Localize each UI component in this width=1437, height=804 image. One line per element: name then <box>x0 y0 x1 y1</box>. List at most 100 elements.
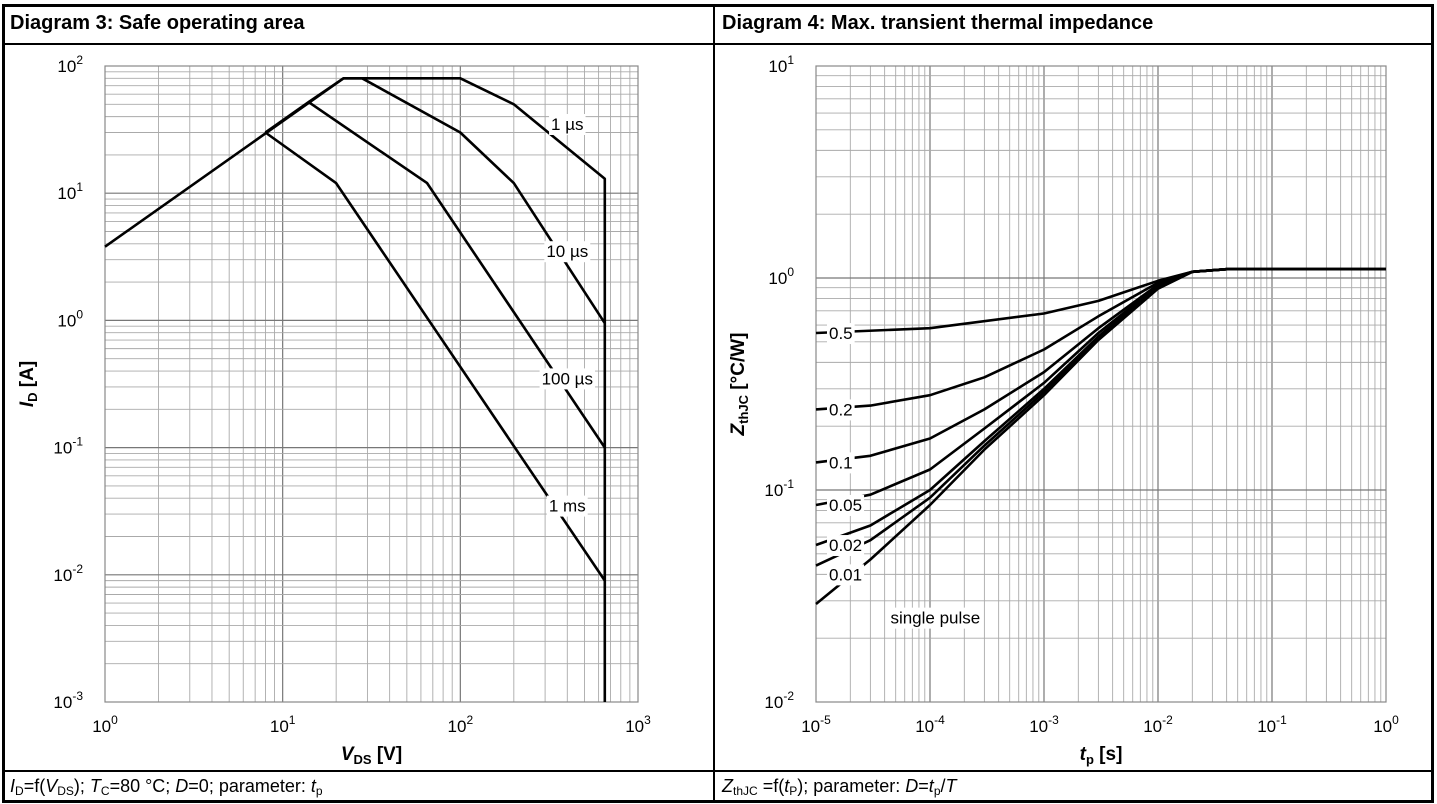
y-tick-label: 10-1 <box>53 435 83 458</box>
curve-label-text: 0.5 <box>829 324 853 343</box>
caption-text: =0; parameter: <box>188 776 311 796</box>
x-tick-label: 10-1 <box>1257 713 1287 736</box>
caption-symbol: T <box>945 776 957 796</box>
caption-symbol: t <box>310 776 316 796</box>
thermal-impedance-chart: 10-5 10-4 10-3 10-2 10-1 100 10-2 10-1 100 101 tp … <box>728 53 1399 767</box>
caption-symbol: V <box>45 776 58 796</box>
x-tick-label: 10-3 <box>1029 713 1059 736</box>
x-tick-label: 10-5 <box>801 713 831 736</box>
x-tick-label: 102 <box>448 713 474 736</box>
curve-label: 1 µs <box>549 113 586 135</box>
series-line-single-pulse <box>815 267 1386 606</box>
caption-subscript: C <box>100 784 110 798</box>
curve-label-background <box>549 113 586 135</box>
plot-area-border <box>104 65 639 703</box>
y-axis-label: ZthJC [°C/W] <box>728 333 751 437</box>
plot-area-border <box>815 65 1387 703</box>
caption-symbol: D <box>905 776 919 796</box>
curve-label: 0.5 <box>826 323 855 345</box>
curve-label-background <box>539 368 595 390</box>
curve-label-background <box>826 452 855 474</box>
caption-subscript: DS <box>57 784 74 798</box>
y-tick-label: 101 <box>57 180 83 203</box>
curve-label-background <box>888 607 983 629</box>
curve-label-text: 0.1 <box>829 453 853 472</box>
diagram3-caption: ID=f(VDS); TC=80 °C; D=0; parameter: tp <box>10 776 323 798</box>
caption-symbol: t <box>928 776 934 796</box>
curve-label-text: single pulse <box>890 609 980 628</box>
y-tick-label: 10-3 <box>53 689 83 712</box>
curve-label: 0.2 <box>826 399 855 421</box>
curve-label-background <box>544 241 591 263</box>
y-tick-label: 100 <box>768 265 794 288</box>
diagram4-caption: ZthJC =f(tP); parameter: D=tp/T <box>722 776 957 798</box>
curve-label: 0.01 <box>826 564 865 586</box>
curve-label: 1 ms <box>546 495 588 517</box>
caption-symbol: t <box>784 776 790 796</box>
curve-label-text: 0.05 <box>829 496 862 515</box>
caption-text: =80 °C; <box>109 776 176 796</box>
curve-label-background <box>826 494 865 516</box>
curve-label-background <box>546 495 588 517</box>
y-tick-label: 102 <box>57 53 83 76</box>
x-axis-label: VDS [V] <box>341 744 402 767</box>
curve-label: 0.05 <box>826 494 865 516</box>
grid-lines <box>105 66 638 702</box>
curve-label-text: 0.01 <box>829 565 862 584</box>
soa-chart: 100 101 102 103 10-3 10-2 10-1 100 101 102 VDS [V]… <box>17 53 651 767</box>
curve-label-text: 0.2 <box>829 400 853 419</box>
grid-lines <box>816 66 1386 702</box>
caption-text: = <box>918 776 929 796</box>
caption-symbol: D <box>175 776 189 796</box>
series-line-0-05 <box>815 267 1386 507</box>
series-line-1-ms <box>264 131 606 582</box>
caption-text: ); <box>73 776 90 796</box>
series-line-100-s <box>264 100 606 449</box>
x-axis-label: tp [s] <box>1080 744 1123 767</box>
caption-subscript: P <box>789 784 798 798</box>
caption-symbol: T <box>89 776 101 796</box>
x-tick-label: 100 <box>1373 713 1399 736</box>
caption-text: =f( <box>757 776 785 796</box>
curve-label-background <box>826 323 855 345</box>
curve-label: 0.1 <box>826 452 855 474</box>
curve-label-text: 0.02 <box>829 536 862 555</box>
y-tick-label: 101 <box>768 53 794 76</box>
curve-label-text: 10 µs <box>546 242 588 261</box>
series-line-10-s <box>307 77 606 324</box>
series-line-0-5 <box>815 267 1386 335</box>
y-tick-label: 100 <box>57 307 83 330</box>
diagram3-title: Diagram 3: Safe operating area <box>10 12 305 34</box>
curve-label-text: 1 ms <box>549 497 586 516</box>
curve-label: single pulse <box>888 607 983 629</box>
diagram4-title: Diagram 4: Max. transient thermal impeda… <box>722 12 1154 34</box>
x-tick-label: 10-4 <box>915 713 945 736</box>
y-tick-label: 10-2 <box>53 562 83 585</box>
y-axis-label: ID [A] <box>17 361 40 407</box>
curve-label: 10 µs <box>544 241 591 263</box>
caption-symbol: I <box>10 776 16 796</box>
caption-text: =f( <box>23 776 46 796</box>
caption-subscript: thJC <box>733 784 758 798</box>
y-tick-label: 10-1 <box>764 477 794 500</box>
curve-label-text: 100 µs <box>542 369 593 388</box>
x-tick-label: 10-2 <box>1143 713 1173 736</box>
caption-subscript: p <box>315 784 323 798</box>
caption-symbol: Z <box>722 776 733 796</box>
x-tick-label: 103 <box>625 713 651 736</box>
caption-subscript: p <box>933 784 941 798</box>
curve-label: 100 µs <box>539 368 595 390</box>
x-tick-label: 101 <box>270 713 296 736</box>
curve-label: 0.02 <box>826 535 865 557</box>
x-tick-label: 100 <box>92 713 118 736</box>
caption-subscript: D <box>15 784 24 798</box>
curve-label-text: 1 µs <box>551 115 583 134</box>
curve-label-background <box>826 399 855 421</box>
caption-text: / <box>940 776 946 796</box>
curve-label-background <box>826 535 865 557</box>
curve-label-background <box>826 564 865 586</box>
caption-text: ); parameter: <box>797 776 906 796</box>
y-tick-label: 10-2 <box>764 689 794 712</box>
